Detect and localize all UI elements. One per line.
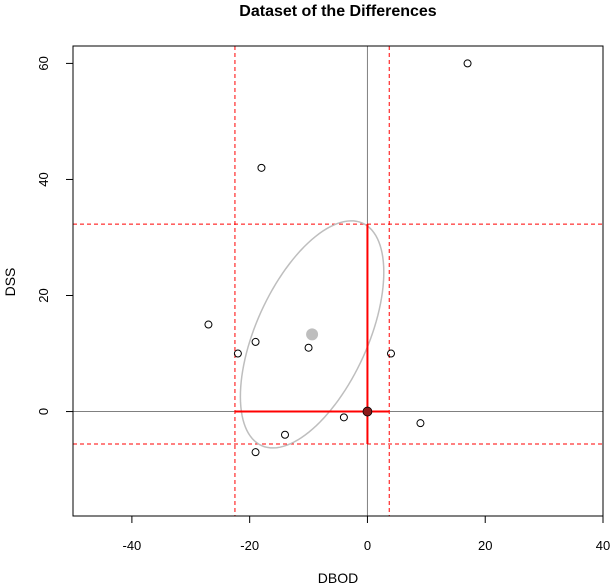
y-tick-label: 20 [36,288,51,302]
confidence-ellipse [239,220,385,449]
data-point [463,59,472,68]
plot-frame [72,45,604,517]
plot-area [73,46,603,516]
origin-point [362,406,373,417]
data-point [233,349,242,358]
x-axis-label: DBOD [318,570,358,586]
data-point [251,448,260,457]
data-point [257,163,266,172]
x-tick-label: 20 [478,538,492,553]
data-point [204,320,213,329]
y-tick-label: 60 [36,56,51,70]
data-point [304,343,313,352]
y-tick-label: 40 [36,172,51,186]
mean-point [306,328,319,341]
data-point [281,430,289,439]
axes: -40 -20 0 20 40 0 20 40 60 [36,56,610,553]
data-point [339,413,348,422]
data-point [416,419,425,428]
data-point [387,349,395,358]
x-tick-label: 40 [596,538,610,553]
x-tick-label: -40 [122,538,141,553]
chart-title: Dataset of the Differences [239,3,436,20]
x-tick-label: 0 [364,538,371,553]
y-axis-label: DSS [2,268,18,297]
x-tick-label: -20 [240,538,259,553]
y-tick-label: 0 [36,408,51,415]
data-point [251,337,260,346]
